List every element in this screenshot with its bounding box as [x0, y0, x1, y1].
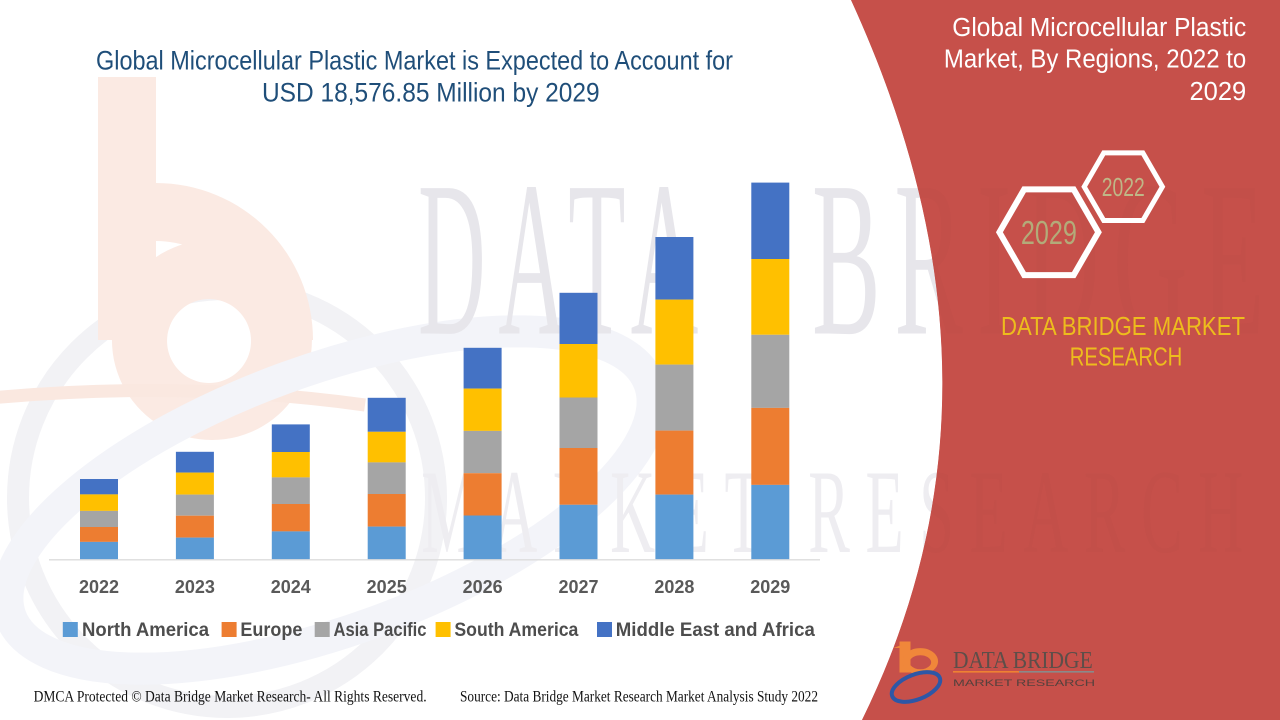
svg-text:RESEARCH: RESEARCH	[1070, 342, 1183, 372]
svg-text:Global Microcellular Plastic M: Global Microcellular Plastic Market is E…	[96, 45, 733, 75]
svg-text:Source: Data Bridge Market Res: Source: Data Bridge Market Research Mark…	[460, 689, 818, 706]
svg-text:MARKET RESEARCH: MARKET RESEARCH	[953, 678, 1095, 689]
svg-text:DATA BRIDGE: DATA BRIDGE	[953, 648, 1093, 674]
svg-text:2024: 2024	[271, 577, 311, 597]
svg-text:South America: South America	[454, 620, 578, 641]
svg-text:2025: 2025	[367, 577, 407, 597]
svg-text:2029: 2029	[750, 577, 790, 597]
svg-text:2027: 2027	[558, 577, 598, 597]
svg-text:2028: 2028	[654, 577, 694, 597]
svg-text:2022: 2022	[79, 577, 119, 597]
svg-text:Market, By Regions, 2022 to: Market, By Regions, 2022 to	[944, 46, 1246, 74]
svg-text:2023: 2023	[175, 577, 215, 597]
svg-text:Asia Pacific: Asia Pacific	[334, 620, 427, 641]
svg-text:2026: 2026	[463, 577, 503, 597]
svg-text:DMCA Protected © Data Bridge M: DMCA Protected © Data Bridge Market Rese…	[34, 689, 427, 706]
svg-text:Europe: Europe	[240, 620, 302, 641]
svg-text:Middle East and Africa: Middle East and Africa	[616, 620, 815, 641]
svg-text:DATA: DATA	[418, 137, 711, 383]
svg-text:USD 18,576.85 Million by 2029: USD 18,576.85 Million by 2029	[262, 77, 600, 107]
svg-text:Global Microcellular Plastic: Global Microcellular Plastic	[952, 14, 1246, 42]
svg-text:2022: 2022	[1102, 172, 1145, 202]
svg-text:2029: 2029	[1021, 215, 1077, 252]
svg-text:DATA BRIDGE MARKET: DATA BRIDGE MARKET	[1001, 311, 1245, 341]
svg-text:2029: 2029	[1189, 78, 1246, 106]
svg-text:North America: North America	[82, 620, 209, 641]
